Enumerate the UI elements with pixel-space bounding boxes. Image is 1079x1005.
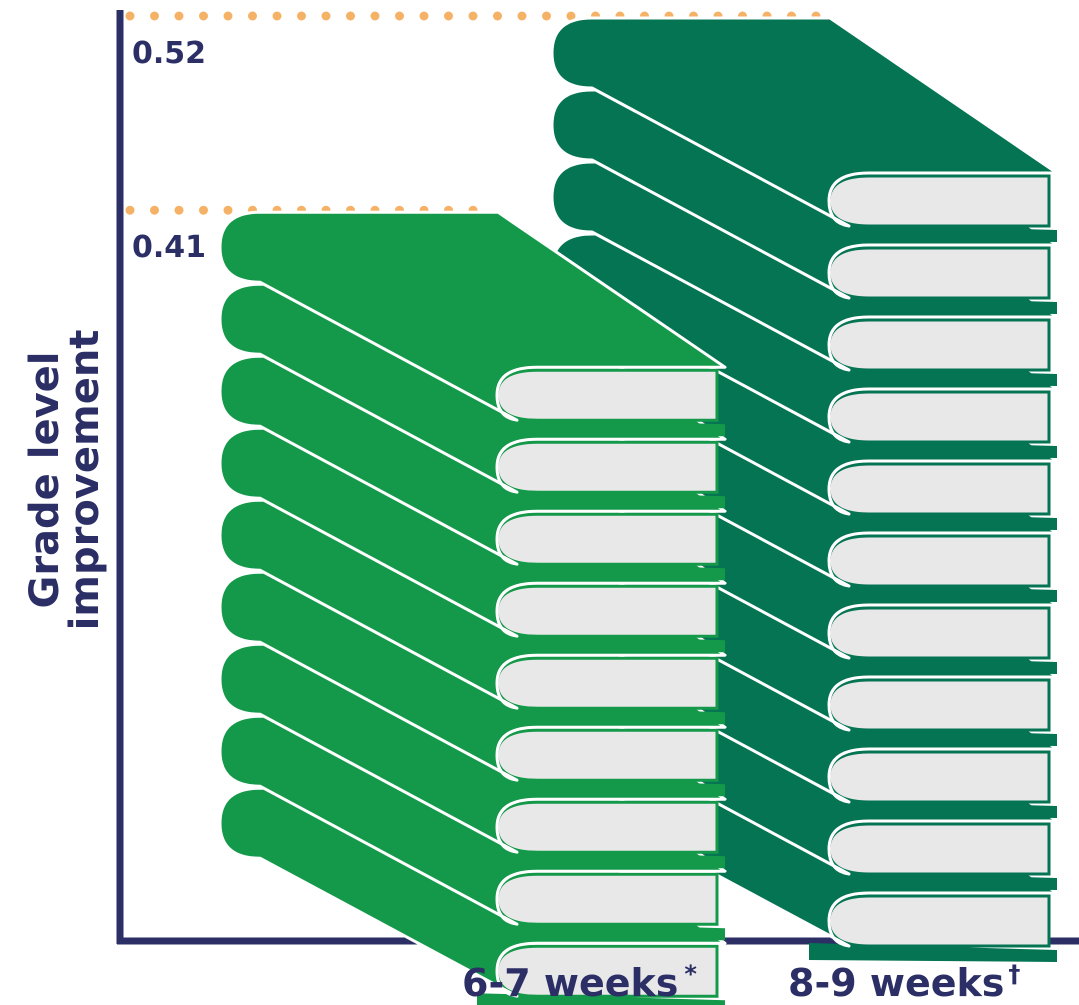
bar-stack-1 bbox=[218, 210, 727, 1005]
x-tick-label-6-7-weeks: 6-7 weeks * bbox=[462, 960, 697, 1005]
data-label-1: 0.41 bbox=[132, 230, 206, 265]
data-label-2: 0.52 bbox=[132, 36, 206, 71]
y-axis-title-line1: Grade level bbox=[22, 352, 68, 609]
book-icon bbox=[550, 16, 1059, 242]
bars bbox=[218, 16, 1059, 1005]
y-axis-title-line2: improvement bbox=[62, 330, 108, 631]
book-icon bbox=[218, 210, 727, 437]
x-tick-label-8-9-weeks: 8-9 weeks † bbox=[788, 960, 1020, 1005]
